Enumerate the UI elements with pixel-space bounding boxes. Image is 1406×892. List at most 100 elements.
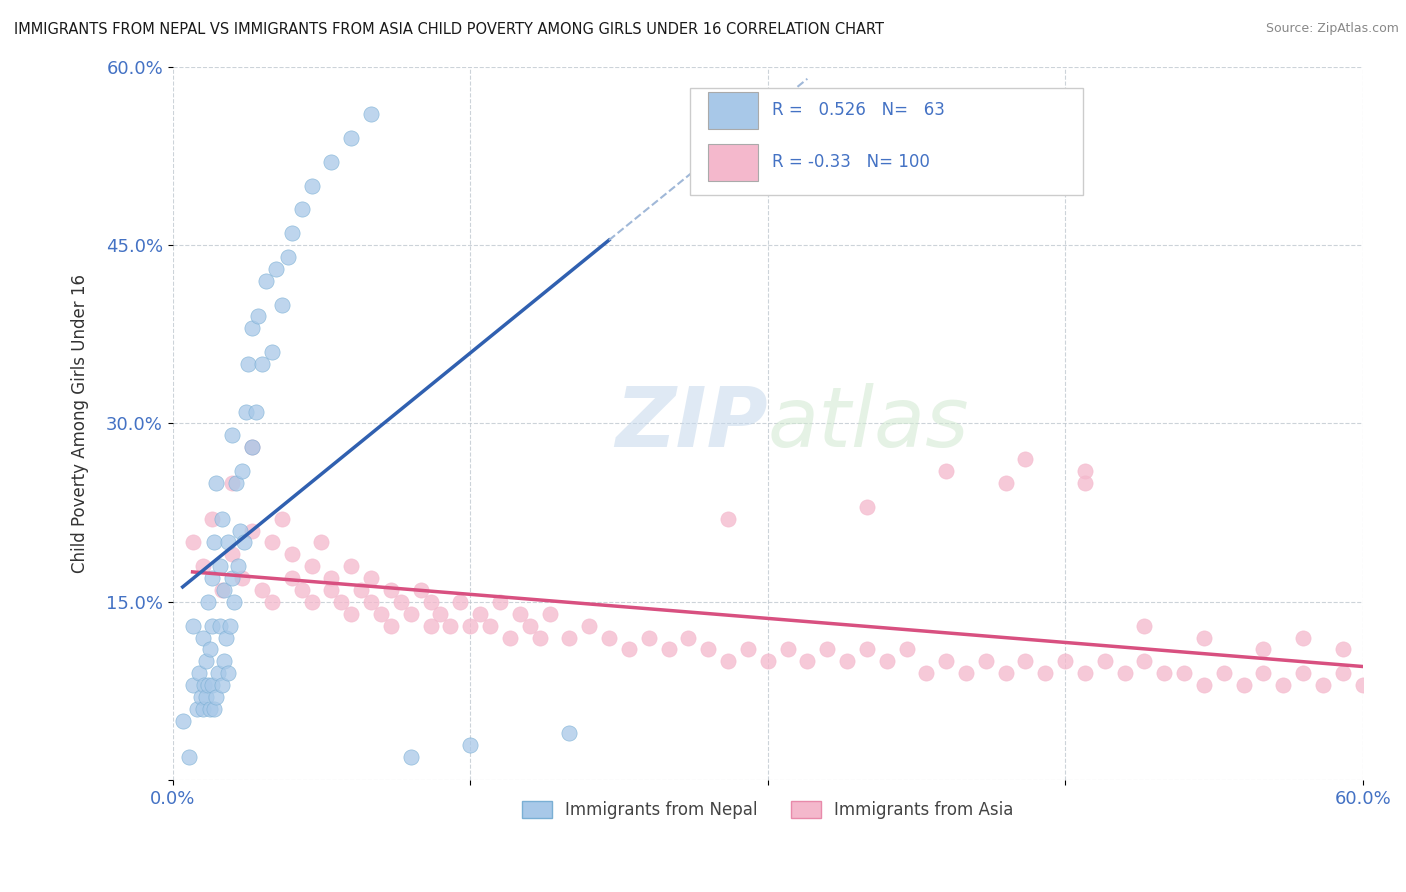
Point <box>236 357 259 371</box>
Point <box>994 475 1017 490</box>
Point <box>449 595 471 609</box>
Point <box>429 607 451 621</box>
Point <box>214 582 236 597</box>
Point <box>201 618 224 632</box>
Point <box>177 749 200 764</box>
Point <box>270 511 292 525</box>
Point <box>197 595 219 609</box>
Point <box>1331 666 1354 681</box>
Point <box>209 559 232 574</box>
Point <box>509 607 531 621</box>
Point <box>796 654 818 668</box>
Point <box>217 666 239 681</box>
Point <box>215 631 238 645</box>
Point <box>193 678 215 692</box>
Point <box>1074 475 1097 490</box>
Point <box>209 618 232 632</box>
Point <box>301 595 323 609</box>
Y-axis label: Child Poverty Among Girls Under 16: Child Poverty Among Girls Under 16 <box>72 274 89 573</box>
Point <box>207 666 229 681</box>
Point <box>211 678 233 692</box>
Point <box>340 559 363 574</box>
Point <box>301 559 323 574</box>
Point <box>202 535 225 549</box>
Point <box>240 440 263 454</box>
Point <box>409 582 432 597</box>
Point <box>202 702 225 716</box>
Point <box>1114 666 1136 681</box>
Point <box>195 690 218 704</box>
Point <box>657 642 679 657</box>
Point <box>1272 678 1295 692</box>
Point <box>181 535 204 549</box>
Text: R = -0.33   N= 100: R = -0.33 N= 100 <box>772 153 931 171</box>
Point <box>291 202 314 217</box>
Point <box>260 535 283 549</box>
Point <box>1351 678 1374 692</box>
Point <box>260 595 283 609</box>
Point <box>1133 618 1156 632</box>
Point <box>1212 666 1234 681</box>
Point <box>181 678 204 692</box>
Point <box>1153 666 1175 681</box>
Point <box>224 595 246 609</box>
Point <box>1192 678 1215 692</box>
Legend: Immigrants from Nepal, Immigrants from Asia: Immigrants from Nepal, Immigrants from A… <box>515 794 1021 825</box>
Point <box>233 535 256 549</box>
Point <box>301 178 323 193</box>
Point <box>370 607 392 621</box>
Point <box>200 642 222 657</box>
Point <box>211 582 233 597</box>
Point <box>214 654 236 668</box>
Point <box>311 535 333 549</box>
Point <box>201 511 224 525</box>
Point <box>935 654 957 668</box>
Point <box>221 475 243 490</box>
Point <box>250 357 273 371</box>
Point <box>291 582 314 597</box>
Point <box>856 642 879 657</box>
Point <box>247 310 270 324</box>
Point <box>260 345 283 359</box>
Point <box>1173 666 1195 681</box>
Point <box>935 464 957 478</box>
Point <box>240 440 263 454</box>
Point <box>389 595 412 609</box>
Point <box>598 631 620 645</box>
Point <box>221 428 243 442</box>
Point <box>360 595 382 609</box>
Point <box>776 642 799 657</box>
Point <box>974 654 997 668</box>
Point <box>538 607 561 621</box>
Point <box>205 690 228 704</box>
Point <box>1331 642 1354 657</box>
Point <box>205 475 228 490</box>
Point <box>1014 452 1036 467</box>
Point <box>340 131 363 145</box>
Point <box>678 631 700 645</box>
Point <box>231 464 253 478</box>
Point <box>245 404 267 418</box>
Point <box>815 642 838 657</box>
Point <box>191 702 214 716</box>
Point <box>321 154 343 169</box>
Point <box>458 618 481 632</box>
Point <box>399 749 422 764</box>
Point <box>1074 666 1097 681</box>
Point <box>280 571 302 585</box>
Point <box>221 571 243 585</box>
Point <box>1312 678 1334 692</box>
Point <box>181 618 204 632</box>
Point <box>340 607 363 621</box>
Point <box>197 678 219 692</box>
Point <box>578 618 600 632</box>
Point <box>1292 666 1315 681</box>
Point <box>191 559 214 574</box>
Point <box>225 475 247 490</box>
Point <box>1233 678 1256 692</box>
Point <box>254 274 277 288</box>
Point <box>529 631 551 645</box>
Point <box>915 666 938 681</box>
Point <box>468 607 491 621</box>
Point <box>876 654 898 668</box>
